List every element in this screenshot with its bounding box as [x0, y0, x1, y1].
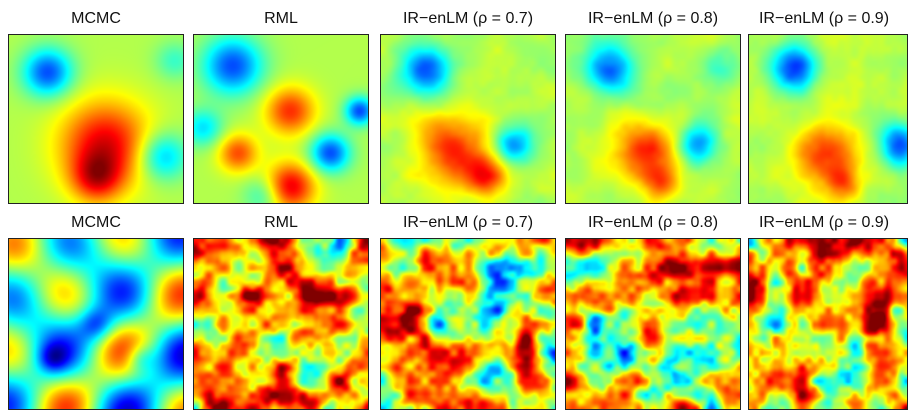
panel-title: IR−enLM (ρ = 0.9) [758, 10, 890, 27]
panel-title: RML [264, 10, 298, 27]
field-map [193, 34, 369, 204]
field-map [565, 238, 741, 410]
panel-title: IR−enLM (ρ = 0.8) [587, 10, 719, 27]
field-map [380, 34, 556, 204]
panel-title: MCMC [71, 10, 121, 27]
field-map [565, 34, 741, 204]
field-map [8, 34, 184, 204]
panel-title: IR−enLM (ρ = 0.9) [758, 214, 890, 231]
panel-title: IR−enLM (ρ = 0.8) [587, 214, 719, 231]
field-map [748, 238, 908, 410]
panel-title: RML [264, 214, 298, 231]
panel-title: IR−enLM (ρ = 0.7) [402, 214, 534, 231]
panel-title: IR−enLM (ρ = 0.7) [402, 10, 534, 27]
field-map [8, 238, 184, 410]
field-map [193, 238, 369, 410]
field-map [748, 34, 908, 204]
field-map [380, 238, 556, 410]
panel-title: MCMC [71, 214, 121, 231]
